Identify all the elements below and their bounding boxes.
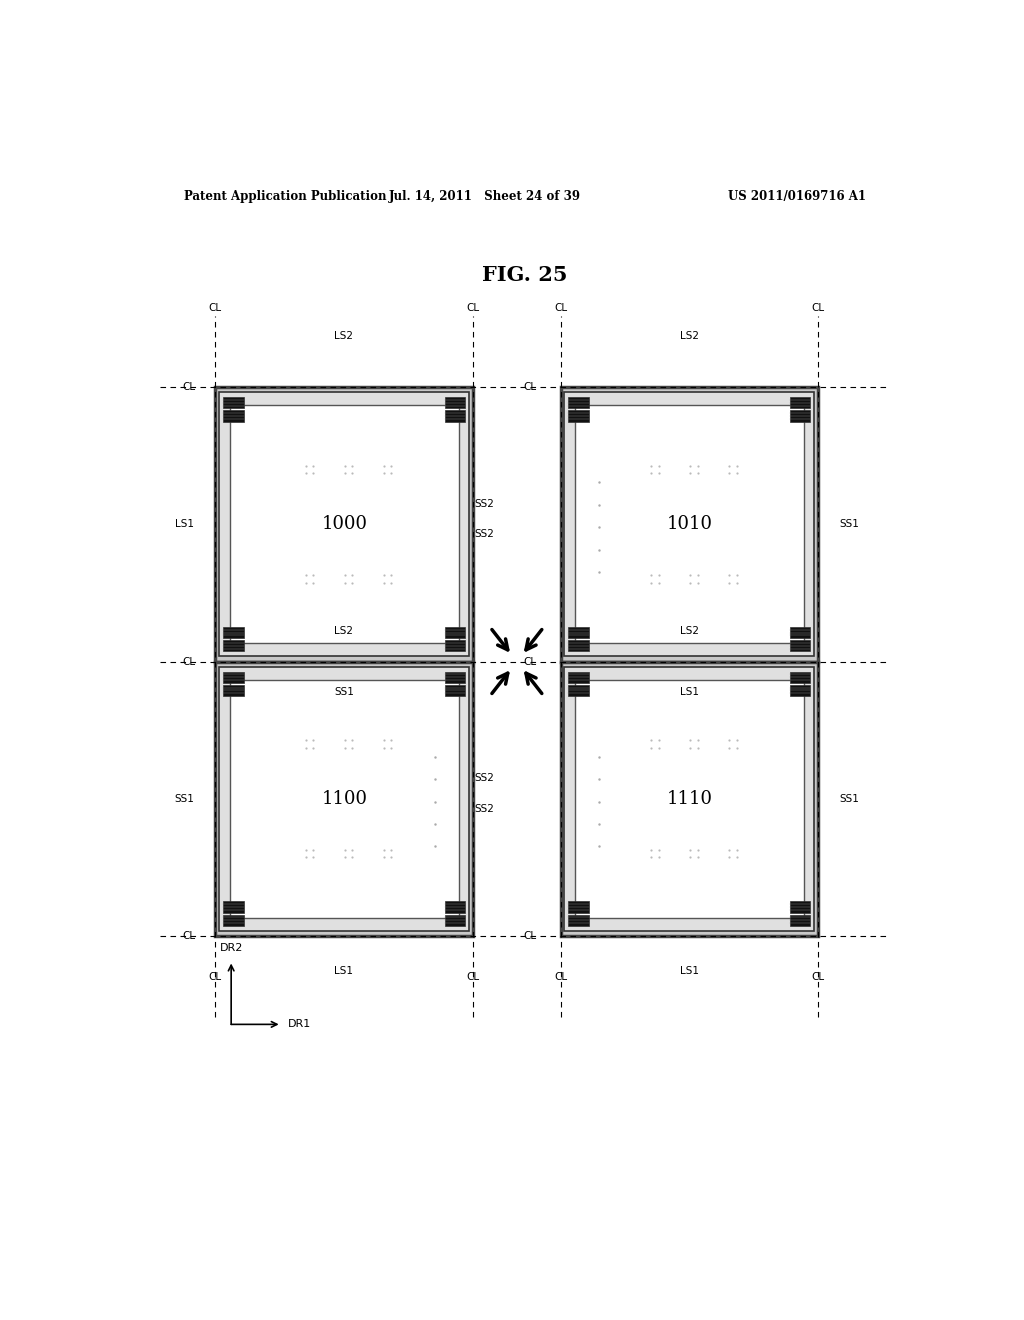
Bar [568, 411, 589, 421]
Text: SS2: SS2 [475, 529, 495, 540]
Bar [568, 685, 589, 696]
Text: SS1: SS1 [334, 686, 354, 697]
Bar [568, 640, 589, 651]
Bar [444, 411, 465, 421]
Bar [444, 915, 465, 925]
Bar [223, 915, 244, 925]
Text: DR1: DR1 [289, 1019, 311, 1030]
Text: LS1: LS1 [335, 966, 353, 977]
Text: SS2: SS2 [475, 774, 495, 783]
Text: CL: CL [523, 931, 537, 941]
Text: LS1: LS1 [680, 686, 698, 697]
Text: LS2: LS2 [335, 331, 353, 342]
Bar [574, 680, 804, 917]
Text: LS2: LS2 [680, 626, 698, 636]
Bar [790, 397, 811, 408]
Text: SS2: SS2 [475, 499, 495, 510]
Text: 1110: 1110 [667, 789, 713, 808]
Bar [564, 392, 814, 656]
Bar [568, 902, 589, 912]
Bar [219, 667, 469, 931]
Bar [223, 627, 244, 638]
Bar [564, 667, 814, 931]
Bar [560, 661, 818, 936]
Bar [790, 685, 811, 696]
Bar [444, 397, 465, 408]
Bar [229, 405, 459, 643]
Bar [223, 685, 244, 696]
Text: CL: CL [182, 931, 196, 941]
Bar [444, 902, 465, 912]
Bar [568, 397, 589, 408]
Bar [574, 405, 804, 643]
Bar [229, 680, 459, 917]
Bar [223, 397, 244, 408]
Bar [444, 640, 465, 651]
Bar [223, 640, 244, 651]
Text: LS2: LS2 [335, 626, 353, 636]
Text: SS2: SS2 [475, 804, 495, 814]
Text: CL: CL [523, 381, 537, 392]
Text: CL: CL [209, 302, 222, 313]
Text: CL: CL [554, 302, 567, 313]
Bar [790, 411, 811, 421]
Bar [215, 661, 473, 936]
Bar [223, 411, 244, 421]
Text: CL: CL [523, 656, 537, 667]
Text: LS1: LS1 [175, 519, 194, 529]
Bar [444, 627, 465, 638]
Text: Patent Application Publication: Patent Application Publication [183, 190, 386, 202]
Text: CL: CL [554, 972, 567, 982]
Bar [790, 672, 811, 682]
Bar [790, 902, 811, 912]
Text: FIG. 25: FIG. 25 [482, 265, 567, 285]
Bar [790, 915, 811, 925]
Text: SS1: SS1 [174, 793, 194, 804]
Bar [790, 640, 811, 651]
Bar [560, 387, 818, 661]
Text: 1010: 1010 [667, 515, 713, 533]
Text: SS1: SS1 [840, 519, 860, 529]
Text: 1000: 1000 [322, 515, 368, 533]
Bar [215, 387, 473, 661]
Bar [444, 685, 465, 696]
Text: CL: CL [467, 302, 480, 313]
Text: CL: CL [209, 972, 222, 982]
Text: CL: CL [467, 972, 480, 982]
Bar [444, 672, 465, 682]
Text: LS1: LS1 [680, 966, 698, 977]
Text: LS2: LS2 [680, 331, 698, 342]
Text: US 2011/0169716 A1: US 2011/0169716 A1 [728, 190, 866, 202]
Text: 1100: 1100 [322, 789, 368, 808]
Text: DR2: DR2 [219, 944, 243, 953]
Bar [568, 672, 589, 682]
Bar [223, 902, 244, 912]
Bar [219, 392, 469, 656]
Text: CL: CL [812, 302, 825, 313]
Text: Jul. 14, 2011   Sheet 24 of 39: Jul. 14, 2011 Sheet 24 of 39 [389, 190, 582, 202]
Bar [568, 915, 589, 925]
Text: CL: CL [182, 656, 196, 667]
Text: CL: CL [812, 972, 825, 982]
Bar [568, 627, 589, 638]
Bar [223, 672, 244, 682]
Text: CL: CL [182, 381, 196, 392]
Bar [790, 627, 811, 638]
Text: SS1: SS1 [840, 793, 860, 804]
